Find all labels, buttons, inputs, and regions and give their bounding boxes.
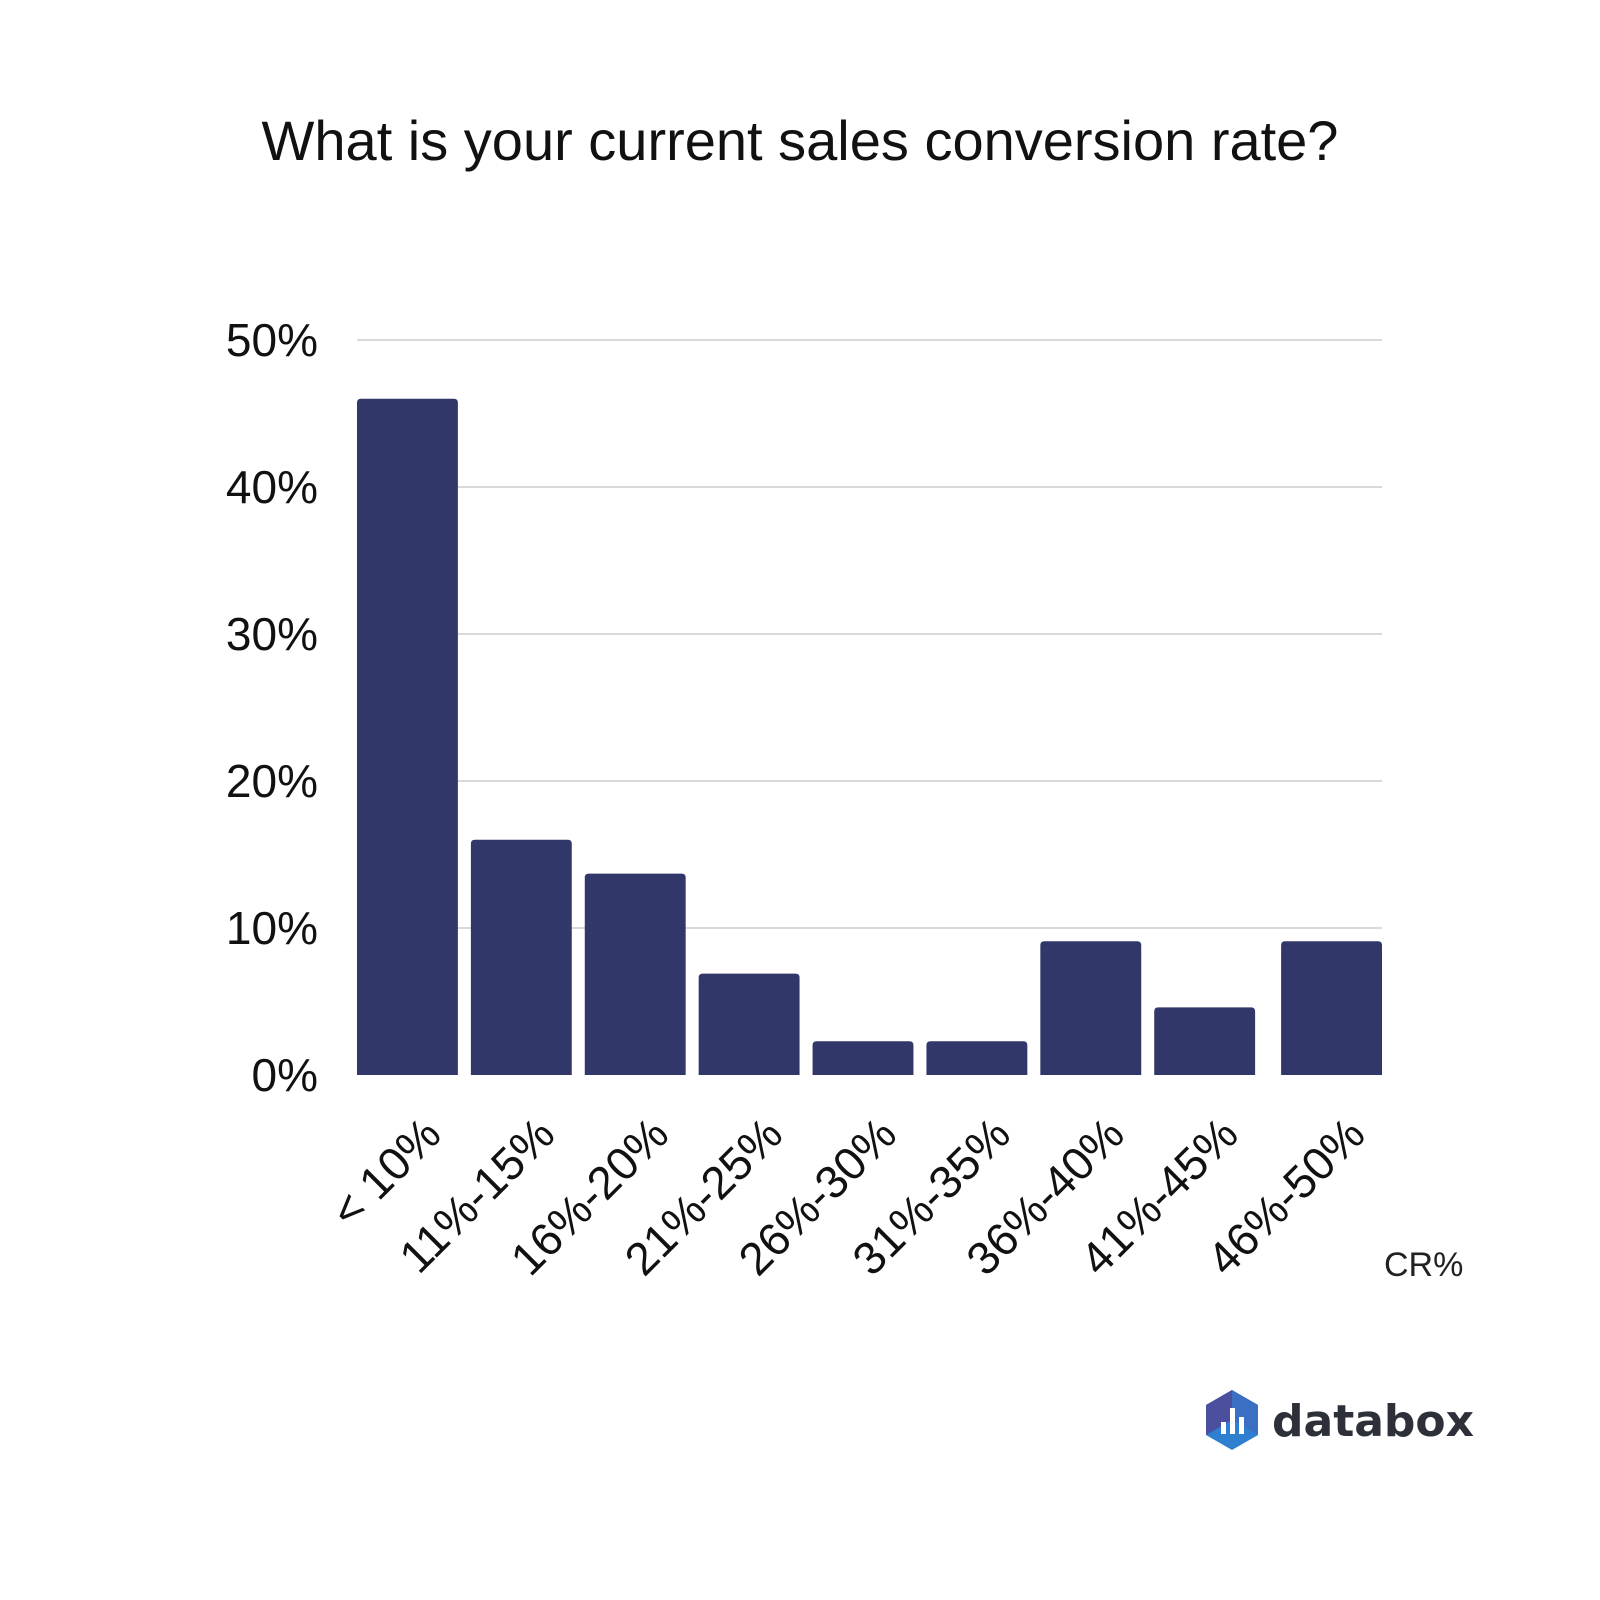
x-axis-ticks: < 10%11%-15%16%-20%21%-25%26%-30%31%-35%…: [321, 1107, 1375, 1285]
chart-title: What is your current sales conversion ra…: [261, 109, 1339, 172]
bar: [1040, 941, 1142, 1075]
bars: [357, 398, 1382, 1075]
bar: [1281, 941, 1382, 1075]
databox-logo-icon: [1206, 1390, 1258, 1450]
bar: [812, 1041, 914, 1075]
y-tick-label: 20%: [226, 755, 318, 807]
brand-name: databox: [1272, 1396, 1474, 1447]
bar: [470, 839, 572, 1075]
y-tick-label: 40%: [226, 461, 318, 513]
x-axis-label: CR%: [1384, 1246, 1463, 1284]
bar: [698, 973, 800, 1075]
y-tick-label: 50%: [226, 314, 318, 366]
bar: [584, 873, 686, 1075]
y-tick-label: 30%: [226, 608, 318, 660]
bar: [926, 1041, 1028, 1075]
y-tick-label: 10%: [226, 902, 318, 954]
brand-logo: databox: [1206, 1390, 1474, 1450]
y-tick-label: 0%: [252, 1049, 318, 1101]
bar: [357, 398, 458, 1075]
bar: [1154, 1007, 1256, 1075]
y-axis-ticks: 0% 10% 20% 30% 40% 50%: [226, 314, 318, 1101]
